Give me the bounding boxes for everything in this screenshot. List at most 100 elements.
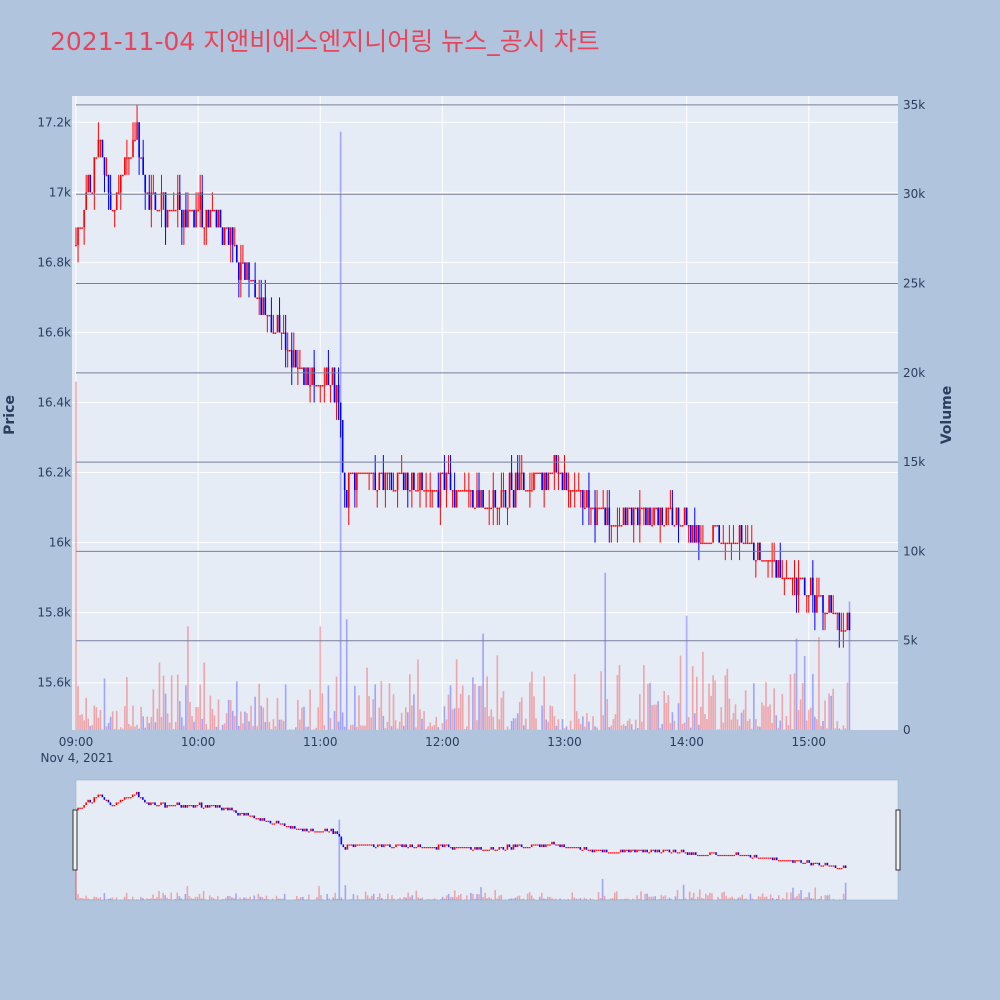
volume-bar <box>636 728 639 730</box>
slider-candle <box>820 865 823 867</box>
slider-volume-bar <box>328 898 330 900</box>
slider-candle <box>622 849 624 853</box>
slider-candle <box>271 823 274 825</box>
slider-volume-bar <box>622 899 624 900</box>
volume-bar <box>461 685 464 730</box>
candle-body <box>799 577 802 580</box>
candle-body <box>689 525 692 543</box>
slider-candle <box>77 807 79 811</box>
slider-volume-bar <box>541 892 543 900</box>
slider-candle <box>336 831 339 834</box>
candle-body <box>504 490 507 508</box>
slider-candle <box>506 844 509 850</box>
volume-bar <box>295 727 297 730</box>
slider-volume-bar <box>348 899 351 900</box>
volume-bar <box>781 694 784 730</box>
slider-candle <box>330 828 332 832</box>
volume-bar <box>518 702 521 730</box>
slider-candle <box>792 860 794 863</box>
candle-body <box>83 209 85 228</box>
candle-body <box>364 472 366 475</box>
candle-body <box>113 209 116 212</box>
slider-volume-bar <box>725 895 727 900</box>
slider-candle <box>85 802 87 806</box>
candle-body <box>624 507 627 526</box>
volume-bar <box>270 729 273 730</box>
slider-candle <box>632 849 634 851</box>
candle-body <box>183 209 185 228</box>
slider-volume-bar <box>433 898 436 900</box>
volume-bar <box>744 690 747 730</box>
candle-body <box>598 507 600 510</box>
volume-bar <box>225 713 228 730</box>
volume-bar <box>280 719 283 730</box>
slider-volume-bar <box>221 899 223 900</box>
range-slider-left-handle[interactable] <box>72 809 78 871</box>
slider-volume-bar <box>85 895 87 900</box>
slider-candle <box>265 820 268 823</box>
volume-bar <box>498 719 501 730</box>
slider-candle <box>648 852 650 854</box>
volume-bar <box>834 728 837 730</box>
slider-volume-bar <box>409 896 411 900</box>
range-slider-right-handle[interactable] <box>895 809 901 871</box>
candle-body <box>148 192 151 210</box>
slider-volume-bar <box>583 897 586 900</box>
slider-volume-bar <box>249 896 251 900</box>
slider-candle <box>729 854 731 857</box>
slider-volume-bar <box>182 899 185 900</box>
slider-volume-bar <box>707 895 709 900</box>
slider-volume-bar <box>352 894 355 900</box>
slider-volume-bar <box>111 897 114 900</box>
volume-bar <box>628 718 631 730</box>
volume-bar <box>586 713 588 730</box>
candle-body <box>345 490 348 508</box>
slider-candle <box>370 844 373 846</box>
slider-volume-bar <box>553 899 555 900</box>
slider-candle <box>549 844 551 846</box>
volume-bar <box>844 728 847 730</box>
slider-candle <box>640 849 642 851</box>
slider-volume-bar <box>216 895 219 900</box>
volume-bar <box>761 702 763 730</box>
volume-bar <box>130 726 132 730</box>
volume-bar <box>307 726 309 730</box>
x-tick-label: 09:00 <box>59 735 94 749</box>
slider-candle <box>308 831 310 833</box>
x-axis-date-label: Nov 4, 2021 <box>40 751 113 765</box>
candle-body <box>602 507 604 510</box>
volume-bar <box>297 699 299 730</box>
slider-candle <box>415 847 418 849</box>
slider-candle <box>237 812 239 816</box>
slider-volume-bar <box>775 898 778 900</box>
slider-candle <box>567 847 569 849</box>
volume-bar <box>142 716 144 730</box>
volume-bar <box>767 706 769 730</box>
slider-candle <box>109 802 112 806</box>
candle-body <box>292 349 295 368</box>
candle-body <box>437 490 440 508</box>
candle-body <box>816 595 818 613</box>
slider-candle <box>694 852 697 855</box>
slider-volume-bar <box>320 895 322 900</box>
slider-candle <box>634 849 636 853</box>
candle-body <box>492 490 495 508</box>
candle-body <box>748 542 751 545</box>
candle-body <box>164 192 167 228</box>
volume-bar <box>390 726 393 730</box>
volume-bar <box>653 704 655 730</box>
volume-bar <box>392 694 395 730</box>
slider-candle <box>796 860 798 862</box>
slider-volume-bar <box>638 898 640 900</box>
candle-body <box>545 472 548 491</box>
slider-candle <box>727 854 729 857</box>
slider-candle <box>617 852 620 854</box>
volume-bar <box>691 666 694 730</box>
volume-bar <box>79 715 81 730</box>
candle-body <box>840 630 843 632</box>
range-slider[interactable] <box>72 779 901 901</box>
slider-candle <box>749 854 752 858</box>
volume-bar <box>752 683 755 730</box>
slider-volume-bar <box>575 898 578 900</box>
candle-body <box>742 542 745 545</box>
